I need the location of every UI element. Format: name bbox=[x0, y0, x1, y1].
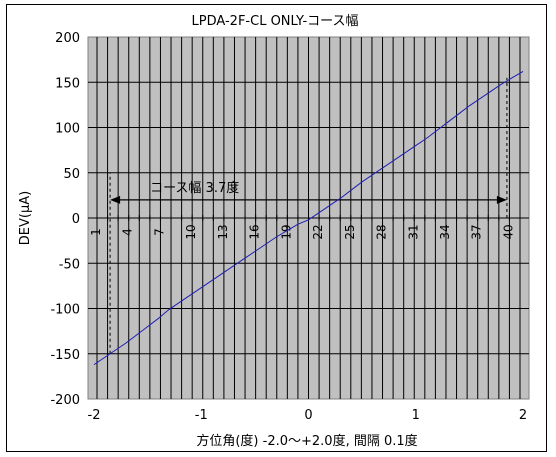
arrowhead-right bbox=[496, 195, 507, 204]
chart-svg: LPDA-2F-CL ONLY-コース幅 200150100500-50-100… bbox=[18, 14, 530, 449]
y-tick-label: 0 bbox=[72, 212, 80, 227]
x-axis-ticks: -2 -1 0 1 2 bbox=[88, 408, 528, 423]
y-tick-label: 50 bbox=[63, 167, 80, 182]
index-tick-label: 4 bbox=[121, 228, 135, 236]
x-tick-label: 0 bbox=[304, 408, 312, 423]
y-tick-label: 100 bbox=[55, 122, 80, 137]
index-tick-label: 22 bbox=[311, 224, 325, 239]
course-width-label: コース幅 3.7度 bbox=[150, 180, 239, 196]
index-tick-label: 34 bbox=[438, 224, 452, 239]
index-axis-ticks: 1 4 7 10 13 16 19 22 25 28 31 34 37 40 bbox=[88, 215, 529, 240]
index-tick-label: 31 bbox=[406, 224, 420, 239]
y-tick-label: 150 bbox=[55, 76, 80, 91]
arrowhead-left bbox=[110, 195, 121, 204]
x-tick-label: 2 bbox=[519, 408, 527, 423]
y-tick-label: 200 bbox=[55, 31, 80, 46]
x-tick-label: -1 bbox=[195, 408, 208, 423]
y-axis-label: DEV(μA) bbox=[18, 191, 33, 245]
index-tick-label: 37 bbox=[470, 224, 484, 239]
index-tick-label: 13 bbox=[216, 224, 230, 239]
index-tick-label: 1 bbox=[89, 228, 103, 236]
index-tick-label: 10 bbox=[184, 224, 198, 239]
chart-title: LPDA-2F-CL ONLY-コース幅 bbox=[192, 14, 359, 29]
x-axis-label: 方位角(度) -2.0～+2.0度, 間隔 0.1度 bbox=[196, 433, 417, 449]
x-tick-label: 1 bbox=[412, 408, 420, 423]
index-tick-label: 40 bbox=[501, 224, 515, 239]
y-tick-label: -150 bbox=[50, 348, 80, 363]
y-axis-ticks: 200 150 100 50 0 -50 -100 -150 -200 bbox=[50, 31, 80, 408]
index-tick-label: 19 bbox=[279, 224, 293, 239]
index-tick-label: 7 bbox=[152, 228, 166, 236]
index-tick-label: 28 bbox=[375, 224, 389, 239]
series-line bbox=[93, 70, 524, 366]
series-layer bbox=[93, 70, 524, 366]
chart-frame: LPDA-2F-CL ONLY-コース幅 200 150 100 50 0 -50 -100… bbox=[6, 4, 547, 452]
index-tick-label: 25 bbox=[343, 224, 357, 239]
x-tick-label: -2 bbox=[88, 408, 101, 423]
y-tick-label: -200 bbox=[50, 393, 80, 408]
y-tick-label: -50 bbox=[59, 257, 80, 272]
y-tick-label: -100 bbox=[50, 303, 80, 318]
index-tick-label: 16 bbox=[248, 224, 262, 239]
course-width-annotation: コース幅 3.7度 bbox=[109, 77, 508, 354]
